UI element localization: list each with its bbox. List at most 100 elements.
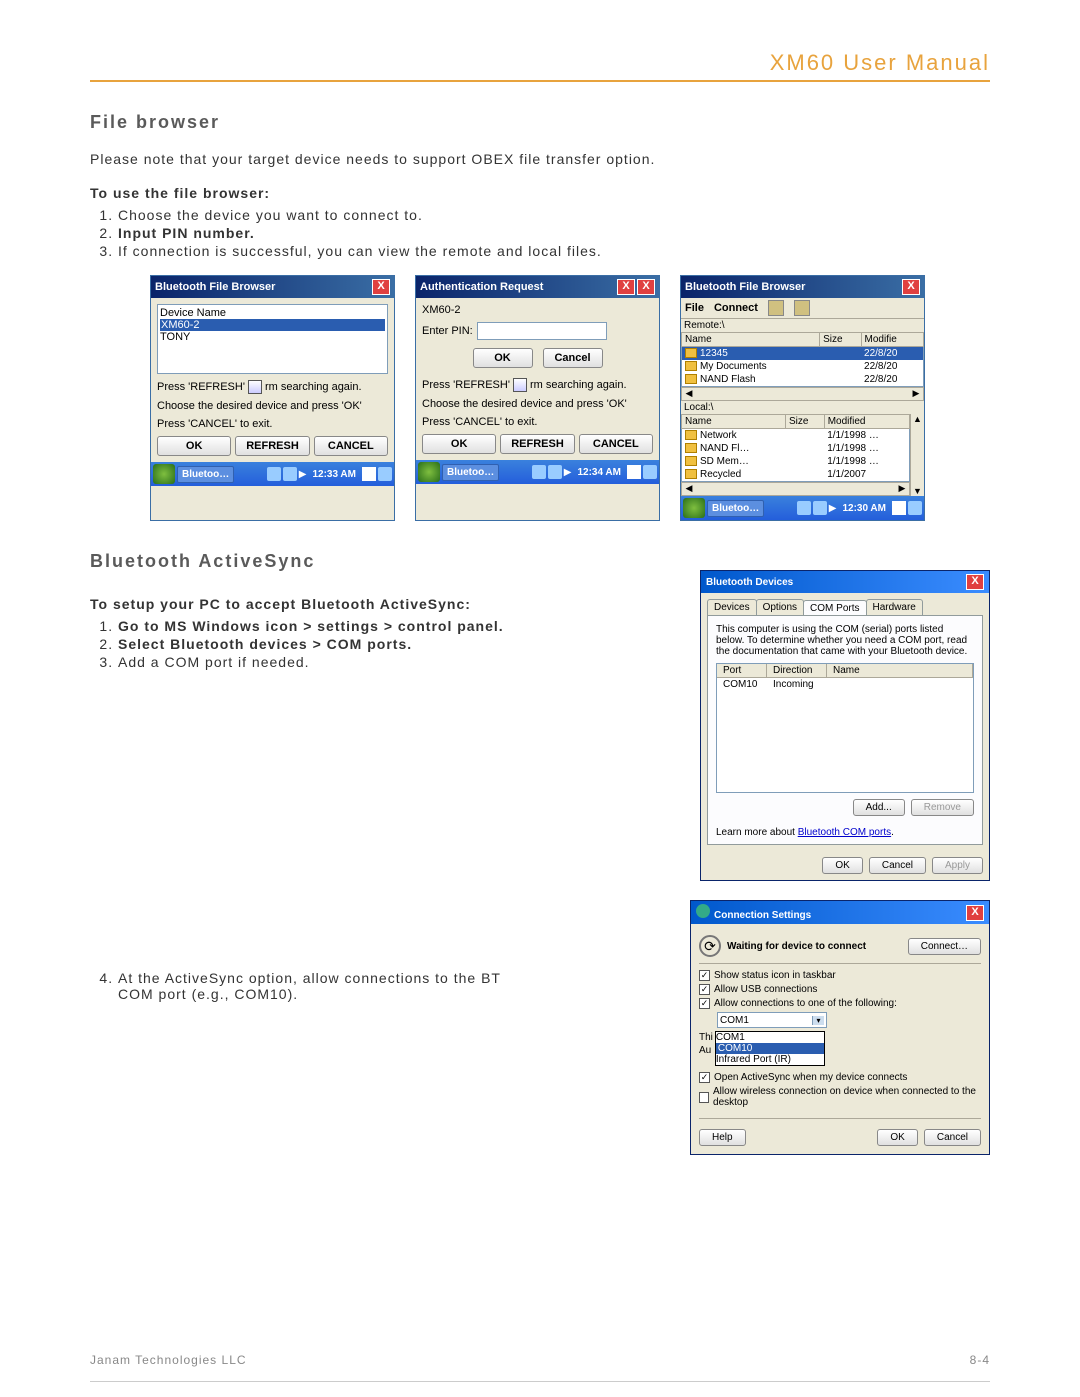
start-icon[interactable] [418,462,440,482]
tab-options[interactable]: Options [756,599,804,615]
col-size[interactable]: Size [820,333,861,347]
close-icon[interactable]: X [617,279,635,295]
table-row[interactable]: Network1/1/1998 … [682,429,910,443]
file-browser-note: Please note that your target device need… [90,151,990,167]
menu-connect[interactable]: Connect [714,302,758,314]
tray-icon[interactable] [362,467,376,481]
tray-icon[interactable] [813,501,827,515]
ok-button[interactable]: OK [877,1129,917,1146]
table-row[interactable]: SD Mem…1/1/1998 … [682,455,910,468]
combo-option[interactable]: Infrared Port (IR) [716,1054,824,1065]
col-modified[interactable]: Modifie [861,333,923,347]
tray-icon[interactable] [267,467,281,481]
device-listbox[interactable]: Device Name XM60-2 TONY [157,304,388,374]
win-bt-file-browser-devices: Bluetooth File Browser X Device Name XM6… [150,275,395,521]
checkbox[interactable]: ✓ [699,1072,710,1083]
tray-icon[interactable] [532,465,546,479]
ok-button[interactable]: OK [157,436,231,456]
window-title: Bluetooth File Browser [685,281,805,293]
waiting-label: Waiting for device to connect [727,941,866,952]
close-icon[interactable]: X [637,279,655,295]
table-row[interactable]: Recycled1/1/2007 [682,468,910,482]
table-row[interactable]: NAND Fl…1/1/1998 … [682,442,910,455]
section-activesync-heading: Bluetooth ActiveSync [90,551,990,572]
col-name[interactable]: Name [682,333,820,347]
toolbar-icon[interactable] [768,300,784,316]
connect-button[interactable]: Connect… [908,938,981,955]
close-icon[interactable]: X [966,574,984,590]
refresh-button[interactable]: REFRESH [235,436,309,456]
tray-icon[interactable] [548,465,562,479]
step-bold: Input PIN number. [118,225,255,241]
pin-label: Enter PIN: [422,325,473,337]
instruction-text: Choose the desired device and press 'OK' [422,398,653,410]
step-bold: Select Bluetooth devices > COM ports. [118,636,412,652]
combo-option[interactable]: COM1 [716,1032,824,1043]
tab-com-ports[interactable]: COM Ports [803,600,866,616]
table-row[interactable]: 1234522/8/20 [682,347,924,361]
taskbar-app-button[interactable]: Bluetoo… [177,466,234,483]
tray-icon[interactable] [627,465,641,479]
chk-allow-label: Allow connections to one of the followin… [714,998,897,1009]
ok-button[interactable]: OK [822,857,862,874]
checkbox[interactable]: ✓ [699,998,710,1009]
tray-icon[interactable] [797,501,811,515]
menu-file[interactable]: File [685,302,704,314]
checkbox[interactable] [699,1092,709,1103]
col-direction[interactable]: Direction [767,664,827,677]
combo-option[interactable]: COM10 [716,1043,824,1054]
com-port-list[interactable]: Port Direction Name COM10 Incoming [716,663,974,793]
start-icon[interactable] [153,464,175,484]
scrollbar-horizontal[interactable]: ◀▶ [681,482,910,496]
tray-icon[interactable] [643,465,657,479]
close-icon[interactable]: X [372,279,390,295]
refresh-button[interactable]: REFRESH [500,434,574,454]
tab-hardware[interactable]: Hardware [866,599,923,615]
checkbox[interactable]: ✓ [699,984,710,995]
tray-icon[interactable] [908,501,922,515]
learn-more-link[interactable]: Bluetooth COM ports [798,827,891,838]
cancel-button[interactable]: CANCEL [579,434,653,454]
col-port[interactable]: Port [717,664,767,677]
taskbar-app-button[interactable]: Bluetoo… [442,464,499,481]
col-name[interactable]: Name [682,415,786,429]
pin-input[interactable] [477,322,607,340]
xp-connection-settings-dialog: Connection Settings X ⟳ Waiting for devi… [690,900,990,1155]
list-item[interactable]: XM60-2 [160,319,385,331]
cancel-button[interactable]: Cancel [924,1129,981,1146]
help-button[interactable]: Help [699,1129,746,1146]
col-name[interactable]: Name [827,664,973,677]
truncated-text: Thi [699,1032,713,1043]
tray-icon[interactable] [283,467,297,481]
col-modified[interactable]: Modified [824,415,909,429]
cancel-button[interactable]: Cancel [543,348,603,368]
com-port-combo[interactable]: COM1▾ [717,1012,827,1028]
tray-icon[interactable] [892,501,906,515]
scrollbar-vertical[interactable]: ▲▼ [910,414,924,496]
table-row[interactable]: NAND Flash22/8/20 [682,373,924,387]
ok-button[interactable]: OK [473,348,533,368]
add-button[interactable]: Add... [853,799,905,816]
cancel-button[interactable]: CANCEL [314,436,388,456]
list-item[interactable]: COM10 Incoming [717,678,973,691]
checkbox[interactable]: ✓ [699,970,710,981]
ok-button[interactable]: OK [422,434,496,454]
chevron-down-icon[interactable]: ▾ [812,1016,824,1025]
toolbar-icon[interactable] [794,300,810,316]
com-port-dropdown-list[interactable]: COM1 COM10 Infrared Port (IR) [715,1031,825,1066]
scrollbar-horizontal[interactable]: ◀▶ [681,387,924,401]
tray-icon[interactable] [378,467,392,481]
folder-icon [685,361,697,371]
list-item[interactable]: TONY [160,331,385,343]
window-titlebar: Authentication Request X X [416,276,659,298]
tab-devices[interactable]: Devices [707,599,757,615]
col-size[interactable]: Size [785,415,824,429]
close-icon[interactable]: X [966,905,984,921]
truncated-text: Au [699,1045,711,1056]
sync-icon: ⟳ [699,935,721,957]
taskbar-app-button[interactable]: Bluetoo… [707,500,764,517]
close-icon[interactable]: X [902,279,920,295]
start-icon[interactable] [683,498,705,518]
cancel-button[interactable]: Cancel [869,857,926,874]
table-row[interactable]: My Documents22/8/20 [682,360,924,373]
